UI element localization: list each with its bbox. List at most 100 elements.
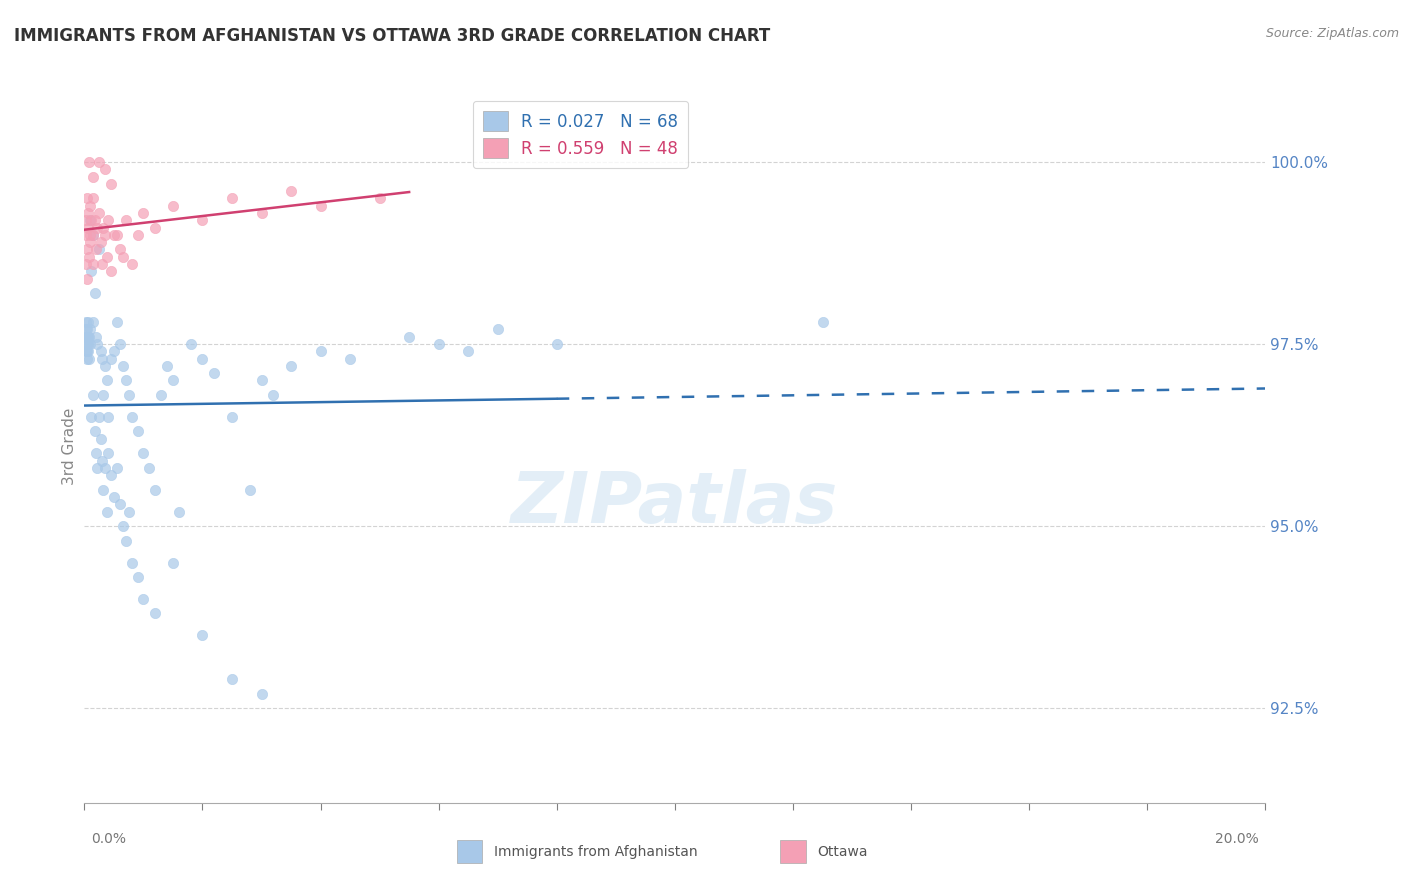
Point — [79, 337, 101, 351]
Point — [87, 243, 111, 257]
Point — [103, 490, 125, 504]
Point — [84, 213, 107, 227]
Point — [280, 184, 302, 198]
Point — [75, 322, 97, 336]
Point — [77, 250, 100, 264]
Point — [108, 337, 131, 351]
Point — [309, 344, 332, 359]
Point — [132, 206, 155, 220]
Point — [84, 425, 107, 439]
Point — [339, 351, 361, 366]
Point — [96, 374, 118, 388]
Point — [114, 374, 136, 388]
Point — [84, 446, 107, 460]
Point — [309, 199, 332, 213]
Point — [239, 483, 262, 497]
Point — [811, 315, 834, 329]
Point — [118, 504, 141, 518]
Point — [82, 388, 104, 402]
Point — [77, 337, 100, 351]
Point — [100, 264, 122, 278]
Point — [162, 556, 184, 570]
Point — [87, 155, 111, 169]
Point — [191, 628, 214, 642]
Point — [108, 243, 131, 257]
Y-axis label: 3rd Grade: 3rd Grade — [62, 408, 77, 484]
Point — [75, 337, 97, 351]
Point — [100, 351, 122, 366]
Point — [143, 607, 166, 621]
Point — [82, 227, 104, 242]
Point — [76, 344, 98, 359]
Point — [486, 322, 509, 336]
Point — [77, 315, 100, 329]
Point — [250, 206, 273, 220]
Point — [90, 432, 112, 446]
Point — [94, 227, 117, 242]
Point — [127, 425, 149, 439]
Point — [77, 206, 100, 220]
Point — [86, 337, 108, 351]
Point — [86, 460, 108, 475]
Point — [427, 337, 450, 351]
Point — [75, 213, 97, 227]
Point — [77, 344, 100, 359]
Text: Ottawa: Ottawa — [817, 845, 868, 859]
Point — [114, 213, 136, 227]
Point — [121, 409, 143, 424]
Point — [114, 533, 136, 548]
Point — [111, 519, 134, 533]
Point — [91, 388, 114, 402]
Point — [103, 227, 125, 242]
Point — [111, 359, 134, 373]
Point — [76, 351, 98, 366]
Point — [132, 591, 155, 606]
Point — [75, 344, 97, 359]
Point — [79, 322, 101, 336]
Point — [77, 330, 100, 344]
Text: 0.0%: 0.0% — [91, 832, 127, 846]
Point — [82, 257, 104, 271]
Point — [76, 337, 98, 351]
Point — [546, 337, 568, 351]
Point — [80, 264, 103, 278]
Text: Immigrants from Afghanistan: Immigrants from Afghanistan — [494, 845, 697, 859]
Point — [84, 330, 107, 344]
Point — [91, 220, 114, 235]
Legend: R = 0.027   N = 68, R = 0.559   N = 48: R = 0.027 N = 68, R = 0.559 N = 48 — [472, 101, 688, 169]
Point — [457, 344, 479, 359]
Point — [105, 315, 128, 329]
Point — [105, 227, 128, 242]
Text: ZIPatlas: ZIPatlas — [512, 468, 838, 538]
Point — [75, 330, 97, 344]
Point — [191, 213, 214, 227]
Point — [111, 250, 134, 264]
Point — [90, 344, 112, 359]
Point — [132, 446, 155, 460]
Point — [127, 227, 149, 242]
Point — [77, 220, 100, 235]
Point — [97, 446, 120, 460]
Point — [191, 351, 214, 366]
Point — [118, 388, 141, 402]
Point — [150, 388, 173, 402]
Point — [75, 257, 97, 271]
Point — [162, 199, 184, 213]
Point — [100, 177, 122, 191]
Point — [79, 235, 101, 249]
Point — [80, 213, 103, 227]
Point — [127, 570, 149, 584]
Point — [82, 227, 104, 242]
Point — [79, 199, 101, 213]
Text: IMMIGRANTS FROM AFGHANISTAN VS OTTAWA 3RD GRADE CORRELATION CHART: IMMIGRANTS FROM AFGHANISTAN VS OTTAWA 3R… — [14, 27, 770, 45]
Point — [91, 351, 114, 366]
Point — [100, 468, 122, 483]
Point — [75, 227, 97, 242]
Point — [121, 556, 143, 570]
Point — [103, 344, 125, 359]
Point — [84, 286, 107, 301]
Point — [91, 483, 114, 497]
Point — [75, 315, 97, 329]
Text: Source: ZipAtlas.com: Source: ZipAtlas.com — [1265, 27, 1399, 40]
Point — [121, 257, 143, 271]
